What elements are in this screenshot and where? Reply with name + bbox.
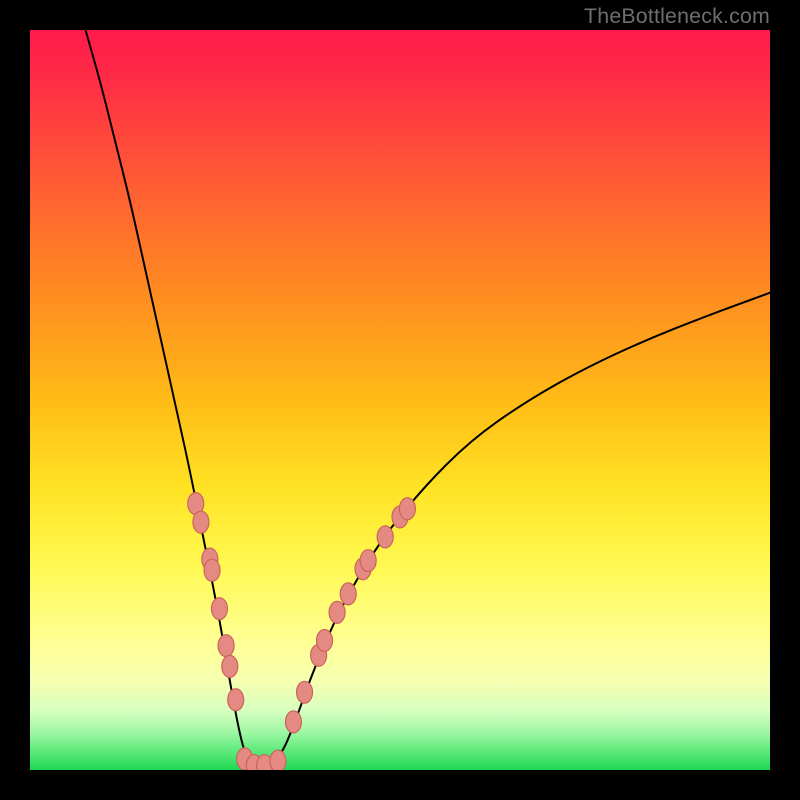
data-marker: [193, 511, 209, 533]
data-marker: [317, 630, 333, 652]
data-marker: [340, 583, 356, 605]
data-marker: [211, 598, 227, 620]
gradient-background: [30, 30, 770, 770]
data-marker: [218, 635, 234, 657]
data-marker: [377, 526, 393, 548]
data-marker: [204, 559, 220, 581]
data-marker: [360, 550, 376, 572]
data-marker: [329, 601, 345, 623]
data-marker: [297, 681, 313, 703]
data-marker: [399, 498, 415, 520]
data-marker: [222, 655, 238, 677]
data-marker: [270, 750, 286, 770]
bottleneck-v-chart: [30, 30, 770, 770]
data-marker: [228, 689, 244, 711]
plot-area: [30, 30, 770, 770]
chart-frame: TheBottleneck.com: [0, 0, 800, 800]
watermark-text: TheBottleneck.com: [584, 4, 770, 29]
data-marker: [285, 711, 301, 733]
